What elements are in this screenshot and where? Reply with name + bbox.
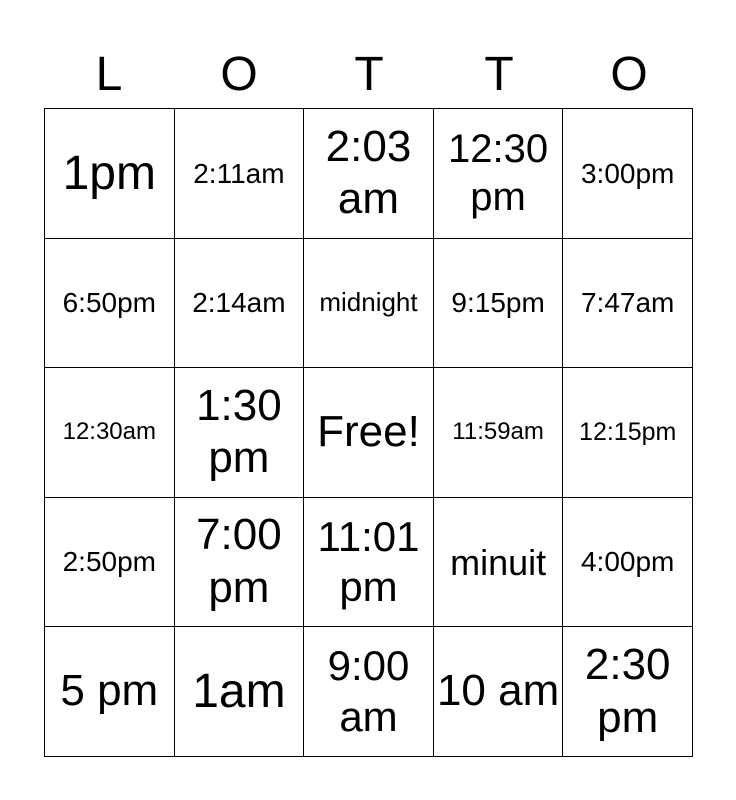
bingo-cell: 7:47am xyxy=(563,238,693,369)
header-letter: O xyxy=(220,48,258,101)
bingo-cell: 2:30 pm xyxy=(563,627,693,757)
bingo-cell: 11:01 pm xyxy=(304,497,434,628)
header-letter: L xyxy=(95,48,123,101)
bingo-cell: 5 pm xyxy=(45,627,175,757)
bingo-cell: 11:59am xyxy=(433,368,564,498)
bingo-cell: 2:50pm xyxy=(45,497,175,628)
bingo-cell: 9:00 am xyxy=(304,627,434,757)
bingo-cell: 12:15pm xyxy=(563,368,693,498)
bingo-cell: 2:03 am xyxy=(304,109,434,239)
bingo-cell: 7:00 pm xyxy=(174,497,305,628)
bingo-cell: 6:50pm xyxy=(45,238,175,369)
header-letter: O xyxy=(610,48,648,101)
bingo-cell: 1:30 pm xyxy=(174,368,305,498)
bingo-cell: 9:15pm xyxy=(433,238,564,369)
bingo-cell: midnight xyxy=(304,238,434,369)
bingo-cell: minuit xyxy=(433,497,564,628)
bingo-cell: 1am xyxy=(174,627,305,757)
free-space-cell: Free! xyxy=(304,368,434,498)
bingo-cell: 2:11am xyxy=(174,109,305,239)
bingo-cell: 12:30 pm xyxy=(433,109,564,239)
bingo-cell: 4:00pm xyxy=(563,497,693,628)
card-header: L O T T O xyxy=(44,44,694,106)
bingo-cell: 2:14am xyxy=(174,238,305,369)
bingo-cell: 3:00pm xyxy=(563,109,693,239)
bingo-cell: 1pm xyxy=(45,109,175,239)
bingo-cell: 10 am xyxy=(433,627,564,757)
bingo-cell: 12:30am xyxy=(45,368,175,498)
bingo-grid: 1pm 2:11am 2:03 am 12:30 pm 3:00pm 6:50pm 2:14… xyxy=(44,108,693,757)
header-letter: T xyxy=(484,48,514,101)
header-letter: T xyxy=(354,48,384,101)
